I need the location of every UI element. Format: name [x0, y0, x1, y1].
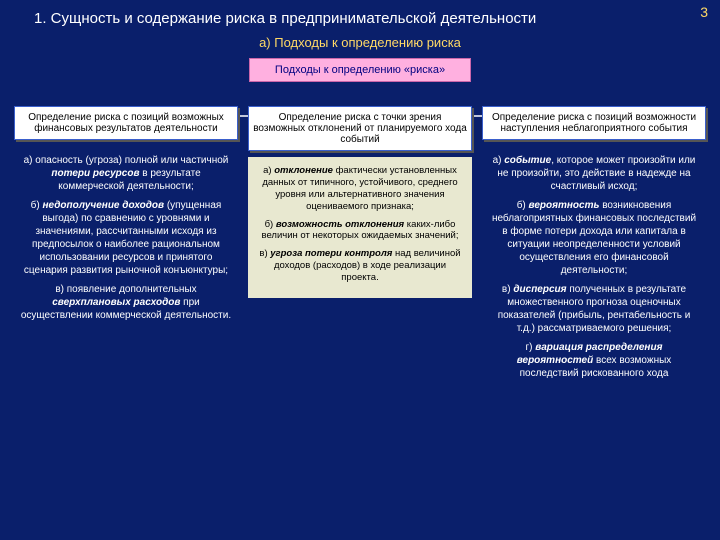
column-1: Определение риска с позиций возможных фи…	[14, 106, 238, 386]
page-title: 1. Сущность и содержание риска в предпри…	[0, 0, 720, 29]
page-number: 3	[700, 4, 708, 20]
header-box: Подходы к определению «риска»	[249, 58, 471, 82]
column-1-body: а) опасность (угроза) полной или частичн…	[14, 146, 238, 328]
column-2-head: Определение риска с точки зрения возможн…	[248, 106, 472, 151]
column-3-head: Определение риска с позиций возможности …	[482, 106, 706, 140]
column-2: Определение риска с точки зрения возможн…	[248, 106, 472, 386]
columns-container: Определение риска с позиций возможных фи…	[0, 106, 720, 386]
column-3-body: а) событие, которое может произойти или …	[482, 146, 706, 386]
column-1-head: Определение риска с позиций возможных фи…	[14, 106, 238, 140]
column-2-body: а) отклонение фактически установленных д…	[248, 157, 472, 298]
page-subtitle: а) Подходы к определению риска	[0, 35, 720, 50]
column-3: Определение риска с позиций возможности …	[482, 106, 706, 386]
